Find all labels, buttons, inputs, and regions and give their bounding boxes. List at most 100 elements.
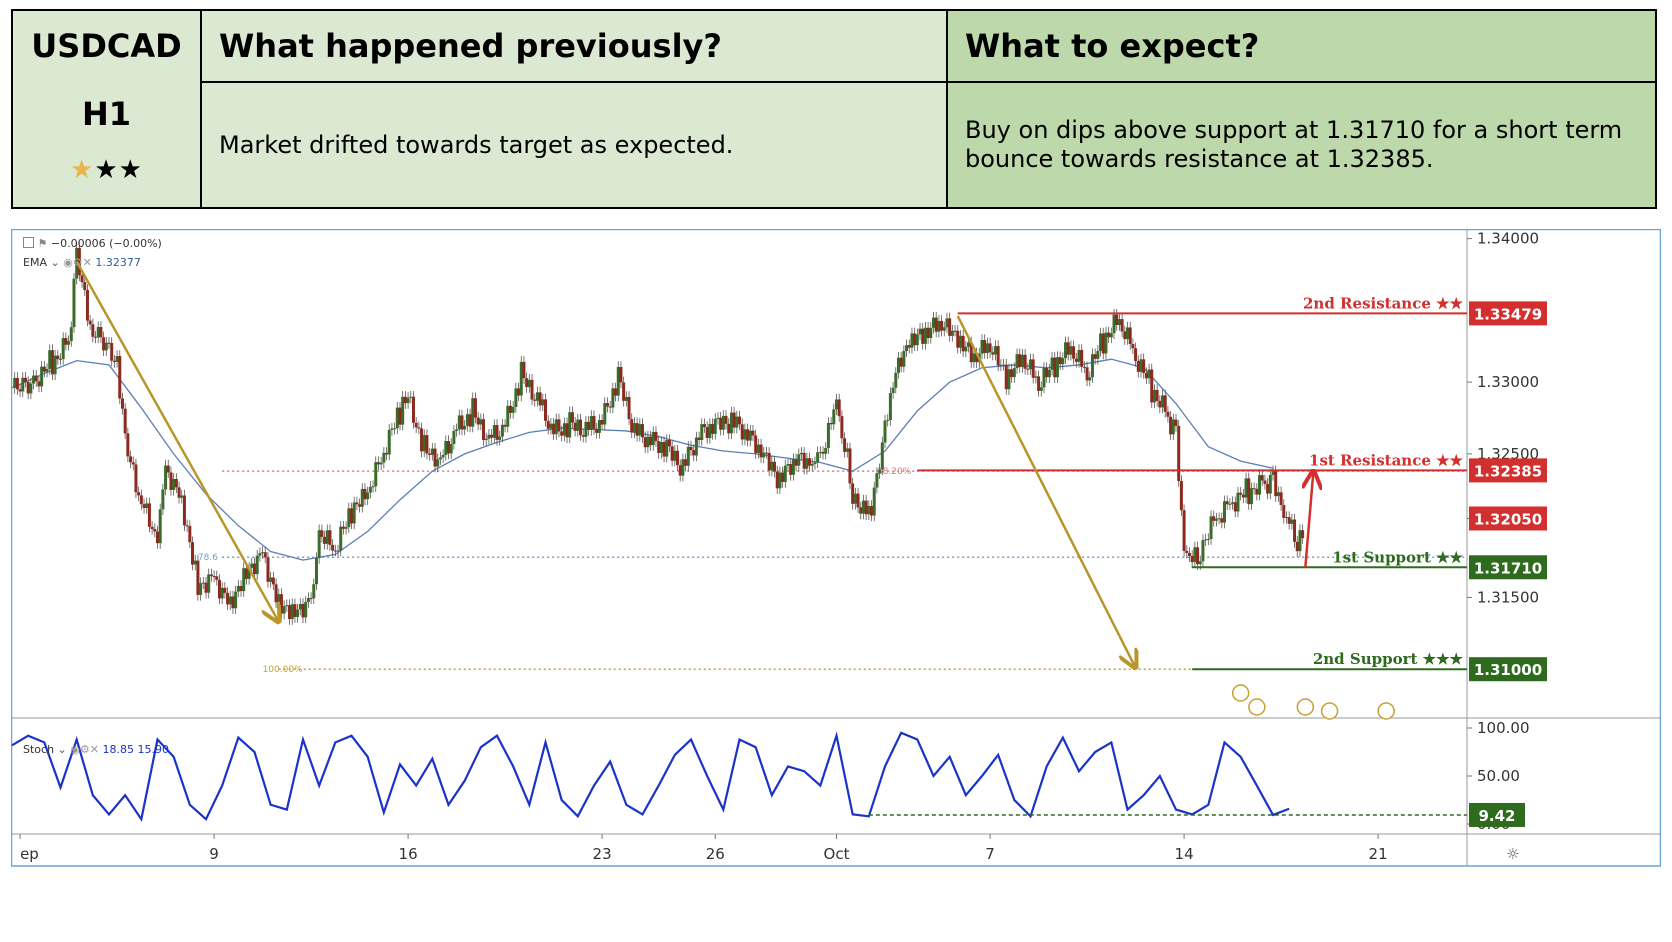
candle-body xyxy=(457,415,461,430)
candle-body xyxy=(447,441,450,454)
price-chart[interactable]: 1.34000 1.33000 1.32500 1.32050 1.31500 100.0… xyxy=(11,229,1661,931)
gear-icon[interactable]: ⚙ xyxy=(79,743,90,756)
candle-body xyxy=(910,333,914,348)
candle-body xyxy=(282,606,286,614)
candle-body xyxy=(492,425,496,438)
candle-body xyxy=(1055,357,1059,378)
eye-icon[interactable]: ◉ xyxy=(70,743,80,756)
stoch-legend[interactable]: Stoch ⌄ ◉⚙✕ 18.85 15.90 xyxy=(23,743,169,756)
candle-body xyxy=(1074,358,1078,362)
candle-body xyxy=(837,399,841,417)
candle-body xyxy=(1161,395,1165,408)
level-price-tag xyxy=(1469,458,1547,483)
candle-body xyxy=(420,428,424,452)
candle-body xyxy=(789,464,793,475)
candle-body xyxy=(794,459,798,466)
candle-body xyxy=(937,320,941,332)
candle-body xyxy=(686,446,690,466)
star-filled-icon: ★ xyxy=(70,155,95,185)
symbol-cell: USDCAD H1 ★★★ xyxy=(13,11,202,207)
ema-legend[interactable]: EMA ⌄ ◉⚙✕ 1.32377 xyxy=(23,256,141,269)
candle-body xyxy=(735,416,739,428)
stoch-tick-label: 100.00 xyxy=(1477,719,1530,737)
candle-body xyxy=(174,478,178,488)
projection-arrow xyxy=(75,260,279,622)
flag-icon[interactable]: ⚑ xyxy=(37,237,48,250)
candle-body xyxy=(810,463,814,466)
stoch-level-label: 9.42 xyxy=(1478,807,1515,825)
close-icon[interactable]: ✕ xyxy=(89,743,99,756)
candle-body xyxy=(940,320,944,331)
candle-body xyxy=(654,431,658,442)
candle-body xyxy=(1064,342,1068,359)
candle-body xyxy=(368,486,372,493)
candle-body xyxy=(1233,502,1237,512)
level-price-label: 1.31000 xyxy=(1474,661,1542,679)
level-price-tag xyxy=(1469,555,1547,580)
candle-body xyxy=(352,502,356,524)
candle-body xyxy=(713,418,717,434)
candle-body xyxy=(864,500,868,515)
star-empty-icon: ★ xyxy=(118,155,143,185)
candle-body xyxy=(1255,488,1259,495)
chart-svg[interactable]: 1.34000 1.33000 1.32500 1.32050 1.31500 100.0… xyxy=(11,229,1661,931)
candle-body xyxy=(1090,354,1094,378)
candle-body xyxy=(1214,518,1218,521)
candle-body xyxy=(729,412,733,434)
candle-body xyxy=(258,553,262,556)
candle-body xyxy=(783,465,787,483)
time-tick-label: 26 xyxy=(706,845,725,863)
candle-body xyxy=(756,444,760,454)
candle-body xyxy=(164,465,168,490)
candle-body xyxy=(1268,474,1272,494)
candle-body xyxy=(886,419,890,421)
candle-body xyxy=(1271,471,1275,475)
candle-body xyxy=(716,417,720,419)
candle-body xyxy=(107,342,111,344)
candle-body xyxy=(778,472,782,489)
candle-body xyxy=(619,366,623,383)
candle-body xyxy=(69,327,73,342)
candle-body xyxy=(285,605,289,607)
candle-body xyxy=(956,330,960,348)
candle-body xyxy=(350,508,353,524)
candle-body xyxy=(762,452,766,458)
candle-body xyxy=(791,459,795,475)
candle-body xyxy=(430,448,434,455)
candle-body xyxy=(584,421,588,437)
candle-body xyxy=(697,437,701,440)
candle-body xyxy=(651,431,655,446)
candle-body xyxy=(1020,354,1024,368)
previous-cell: What happened previously? Market drifted… xyxy=(202,11,948,207)
close-icon[interactable]: ✕ xyxy=(82,256,92,269)
candle-body xyxy=(1004,364,1008,390)
candle-body xyxy=(425,435,429,454)
candle-body xyxy=(77,247,81,276)
candle-body xyxy=(1169,416,1173,435)
economic-event-flag-icon xyxy=(1296,698,1315,716)
candle-body xyxy=(781,472,785,483)
candle-body xyxy=(802,452,806,469)
candle-body xyxy=(385,452,389,455)
candle-body xyxy=(498,436,502,440)
candle-body xyxy=(870,505,874,516)
fib-level-label: 38.20% xyxy=(877,467,912,477)
candle-body xyxy=(1045,368,1049,378)
chevron-down-icon[interactable]: ⌄ xyxy=(57,743,67,756)
candle-body xyxy=(921,328,925,344)
candle-body xyxy=(961,335,965,352)
gear-icon[interactable]: ⚙ xyxy=(72,256,83,269)
candle-body xyxy=(1080,349,1084,367)
candle-body xyxy=(705,427,709,438)
chevron-down-icon[interactable]: ⌄ xyxy=(50,256,60,269)
eye-icon[interactable]: ◉ xyxy=(63,256,73,269)
collapse-icon[interactable] xyxy=(23,237,34,248)
candle-body xyxy=(166,465,170,473)
candle-body xyxy=(1007,369,1011,390)
economic-event-flag-icon xyxy=(1248,698,1266,716)
price-change: −0.00006 (−0.00%) xyxy=(50,237,162,250)
candle-body xyxy=(390,428,394,430)
candle-body xyxy=(59,358,62,360)
candle-body xyxy=(487,434,491,439)
candle-body xyxy=(934,317,938,332)
